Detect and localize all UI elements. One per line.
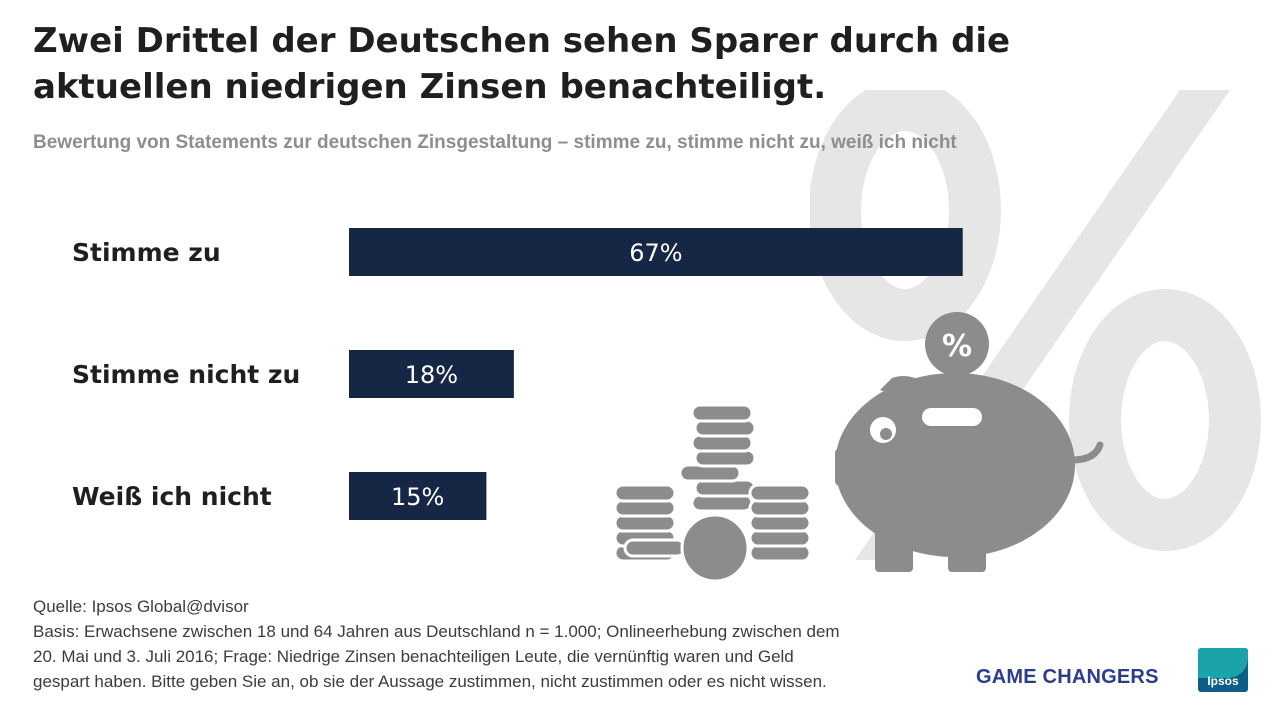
- source-note: Quelle: Ipsos Global@dvisor: [33, 597, 249, 616]
- category-label: Stimme nicht zu: [72, 360, 300, 389]
- bars-group: Stimme zu 67% Stimme nicht zu 18% Weiß ich n…: [72, 228, 963, 520]
- category-label: Stimme zu: [72, 238, 221, 267]
- bar-value-label: 15%: [391, 483, 444, 511]
- basis-line-1: Basis: Erwachsene zwischen 18 und 64 Jah…: [33, 622, 840, 641]
- basis-line-2: 20. Mai und 3. Juli 2016; Frage: Niedrig…: [33, 647, 794, 666]
- bar-chart: Stimme zu 67% Stimme nicht zu 18% Weiß ich n…: [72, 228, 963, 520]
- bar: [349, 228, 963, 276]
- coins-icon: [613, 403, 812, 583]
- footer-notes: Quelle: Ipsos Global@dvisor Basis: Erwac…: [33, 594, 953, 694]
- badge-text: %: [942, 329, 972, 364]
- page-title: Zwei Drittel der Deutschen sehen Sparer …: [33, 21, 1011, 107]
- bar-value-label: 18%: [405, 361, 458, 389]
- logo-text: Ipsos: [1207, 674, 1239, 688]
- page-subtitle: Bewertung von Statements zur deutschen Z…: [33, 132, 957, 153]
- piggy-bank-illustration: %: [613, 312, 1104, 583]
- bar-value-label: 67%: [629, 239, 682, 267]
- logo-wave: [1198, 648, 1248, 678]
- ipsos-logo: Ipsos: [1198, 648, 1248, 692]
- bar: [349, 350, 514, 398]
- category-label: Weiß ich nicht: [72, 482, 272, 511]
- brand-tagline: GAME CHANGERS: [976, 666, 1159, 688]
- piggy-bank-icon: [835, 373, 1104, 572]
- percent-badge: %: [925, 312, 989, 376]
- basis-line-3: gespart haben. Bitte geben Sie an, ob si…: [33, 672, 827, 691]
- bar: [349, 472, 487, 520]
